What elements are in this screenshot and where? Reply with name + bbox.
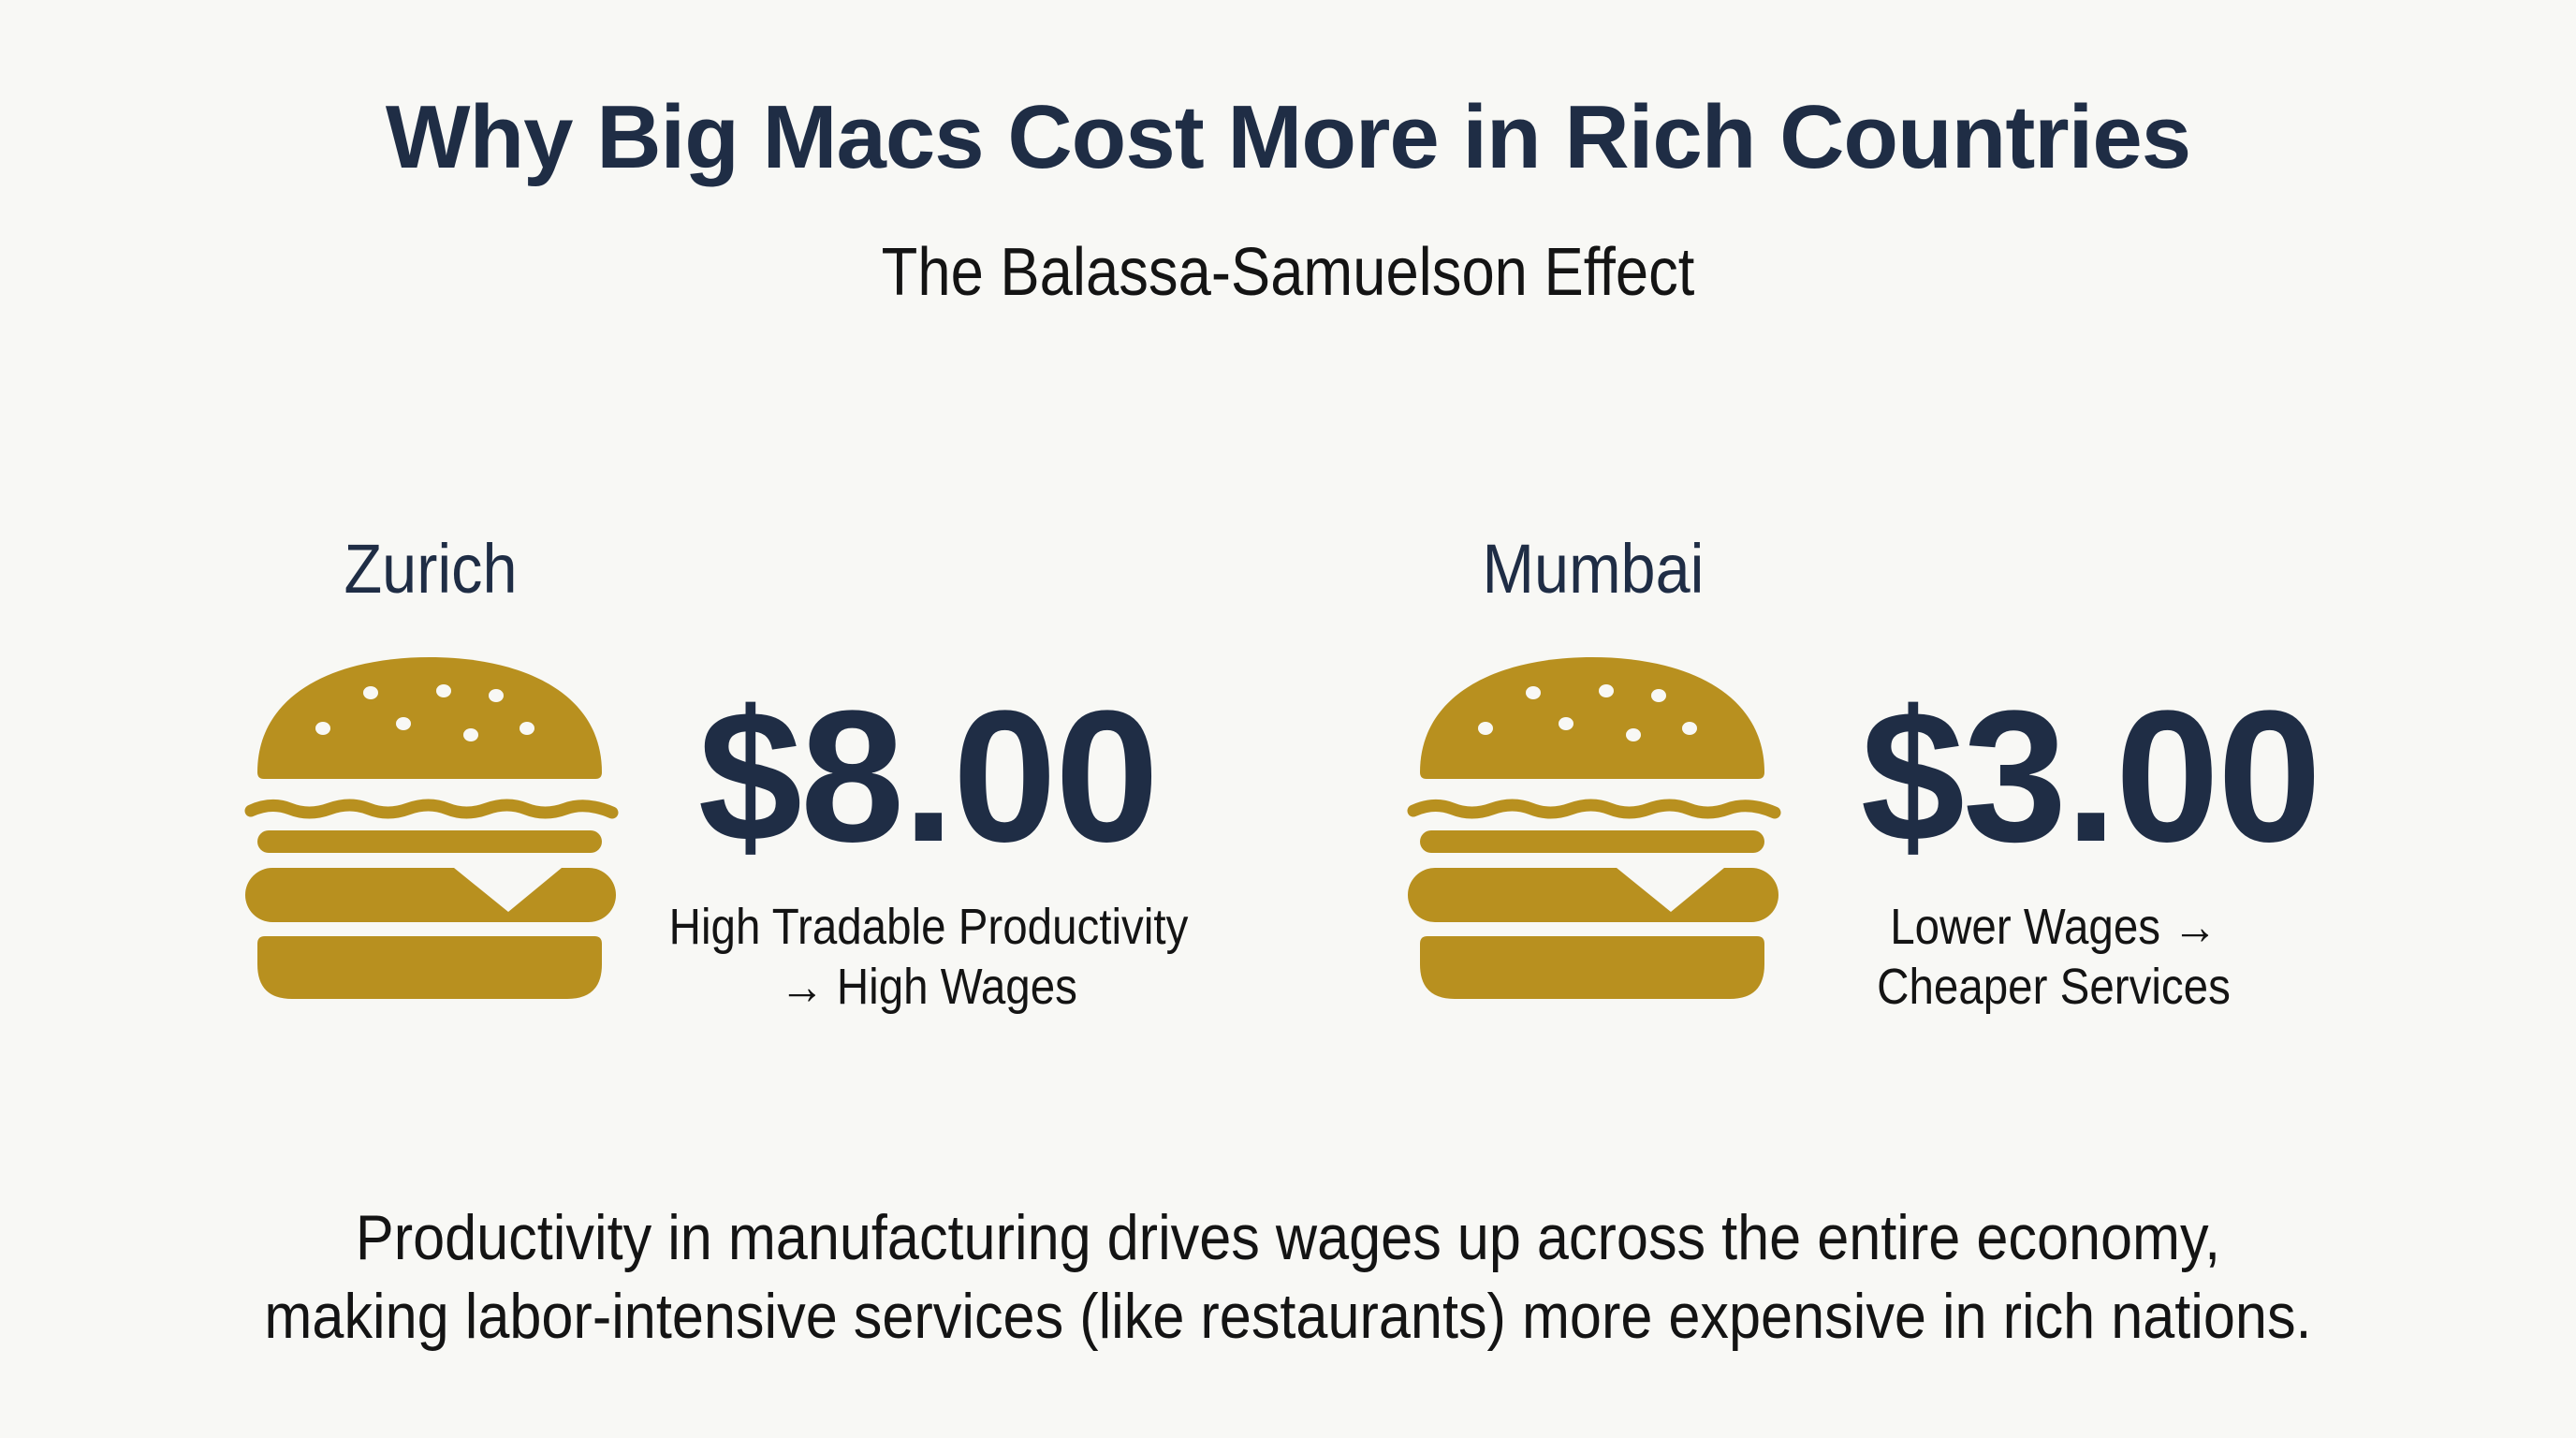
page-title: Why Big Macs Cost More in Rich Countries	[385, 87, 2191, 187]
caption-line: Cheaper Services	[1877, 959, 2231, 1015]
caption-mumbai: Lower Wages → Cheaper Services	[1877, 897, 2231, 1017]
price-zurich: $8.00	[697, 672, 1159, 881]
city-label-mumbai: Mumbai	[1482, 530, 1705, 608]
footer-line: making labor-intensive services (like re…	[264, 1281, 2312, 1352]
footer-explanation: Productivity in manufacturing drives wag…	[264, 1198, 2311, 1356]
caption-line: High Tradable Productivity	[668, 899, 1189, 955]
city-label-zurich: Zurich	[344, 530, 518, 608]
page-subtitle: The Balassa-Samuelson Effect	[881, 235, 1695, 310]
burger-icon	[234, 637, 655, 1030]
price-mumbai: $3.00	[1860, 672, 2321, 881]
caption-line: → High Wages	[780, 959, 1077, 1015]
caption-zurich: High Tradable Productivity → High Wages	[669, 897, 1189, 1017]
footer-line: Productivity in manufacturing drives wag…	[355, 1202, 2221, 1273]
caption-line: Lower Wages →	[1890, 899, 2217, 955]
burger-icon	[1397, 637, 1818, 1030]
